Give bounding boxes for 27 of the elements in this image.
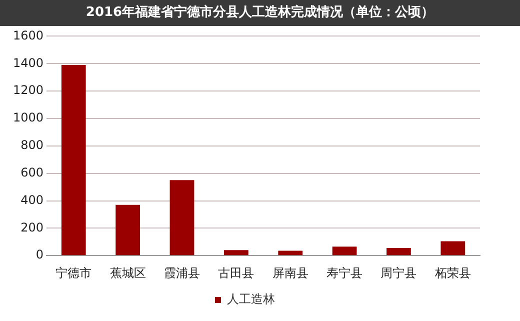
x-tick-label: 寿宁县 [326, 266, 363, 280]
bar [278, 250, 303, 256]
y-tick-label: 800 [20, 138, 44, 152]
x-tick-label: 古田县 [218, 266, 254, 280]
y-tick-label: 1200 [12, 83, 44, 98]
x-tick-label: 柘荣县 [434, 266, 471, 280]
y-tick-label: 600 [20, 165, 44, 180]
y-tick-label: 200 [20, 220, 44, 234]
y-tick-label: 1000 [12, 110, 44, 125]
y-tick-label: 1600 [12, 28, 44, 42]
x-tick-label: 屏南县 [272, 266, 308, 280]
y-tick-label: 400 [20, 192, 44, 207]
bar [440, 241, 466, 256]
legend-label: 人工造林 [227, 292, 275, 306]
bar [224, 250, 248, 256]
bar [170, 180, 194, 256]
y-tick-label: 1400 [12, 56, 44, 70]
x-tick-label: 周宁县 [380, 266, 417, 280]
x-tick-label: 宁德市 [56, 266, 92, 280]
x-tick-label: 霞浦县 [164, 266, 200, 280]
bar [332, 246, 357, 256]
chart-title: 2016年福建省宁德市分县人工造林完成情况（单位：公顷） [0, 0, 520, 26]
x-tick-label: 蕉城区 [110, 266, 146, 280]
y-tick-label: 0 [36, 248, 44, 262]
bar [386, 248, 411, 256]
bar [116, 204, 140, 256]
bar [61, 64, 86, 256]
